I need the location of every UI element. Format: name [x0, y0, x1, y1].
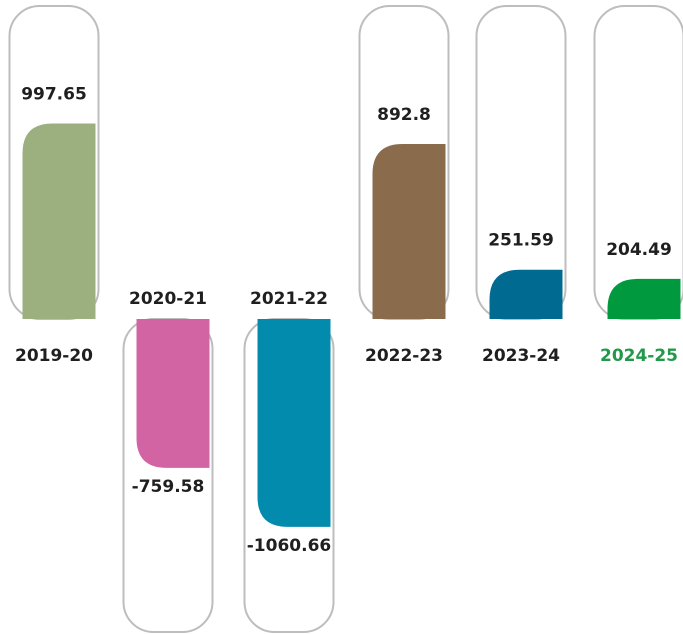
- data-label: 997.65: [21, 84, 87, 104]
- data-label: 892.8: [377, 105, 431, 125]
- bar-group-2019-20: 997.65 2019-20: [8, 5, 100, 366]
- data-label: 251.59: [488, 231, 554, 251]
- bar: [607, 278, 681, 319]
- data-label: -1060.66: [247, 536, 332, 556]
- bar: [22, 123, 96, 319]
- category-label: 2024-25: [600, 346, 678, 366]
- category-label: 2022-23: [365, 346, 443, 366]
- bar-group-2022-23: 892.8 2022-23: [358, 5, 450, 366]
- bar: [372, 144, 446, 319]
- bar-group-2020-21: -759.58 2020-21: [122, 289, 214, 633]
- bar-outline: [593, 5, 683, 320]
- bar-group-2021-22: -1060.66 2021-22: [243, 289, 335, 633]
- bar-group-2024-25: 204.49 2024-25: [593, 5, 683, 366]
- bar: [136, 319, 210, 468]
- data-label: 204.49: [606, 240, 672, 260]
- bar: [489, 269, 563, 319]
- category-label: 2020-21: [129, 289, 207, 309]
- category-label: 2019-20: [15, 346, 93, 366]
- category-label: 2021-22: [250, 289, 328, 309]
- bar-group-2023-24: 251.59 2023-24: [475, 5, 567, 366]
- category-label: 2023-24: [482, 346, 560, 366]
- data-label: -759.58: [132, 477, 205, 497]
- bar: [257, 319, 331, 527]
